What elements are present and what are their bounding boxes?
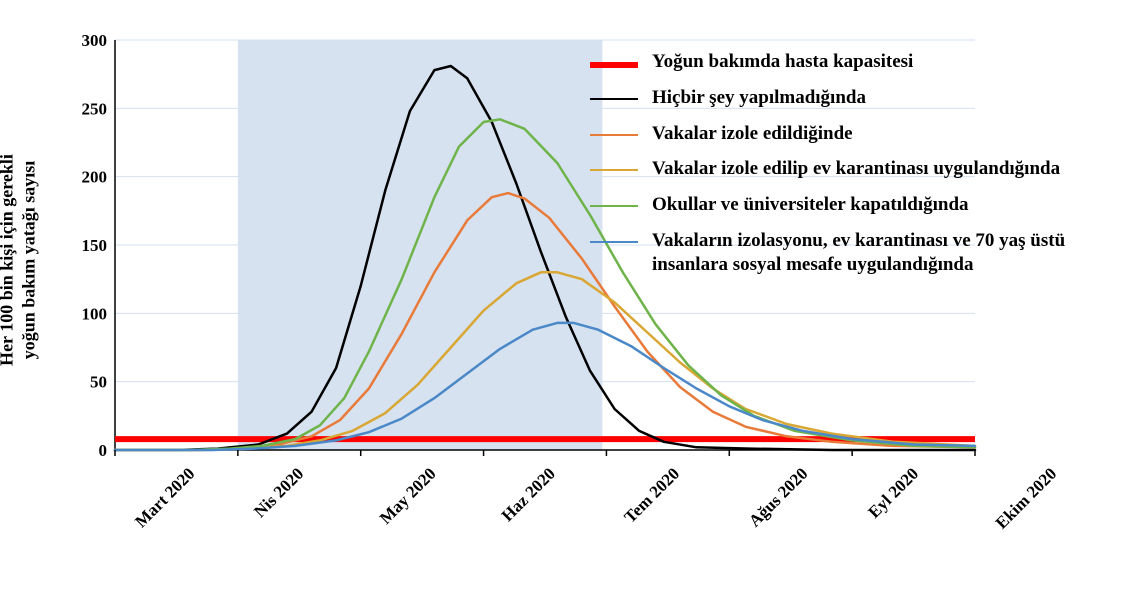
legend-swatch — [590, 98, 638, 100]
legend-item: Vakaların izolasyonu, ev karantinası ve … — [590, 229, 1110, 277]
legend: Yoğun bakımda hasta kapasitesi Hiçbir şey… — [590, 50, 1110, 288]
legend-swatch — [590, 62, 638, 68]
legend-label: Vakalar izole edildiğinde — [652, 122, 853, 146]
y-axis-title: Her 100 bin kişi için gerekliyoğun bakım… — [0, 80, 40, 440]
legend-item: Vakalar izole edilip ev karantinası uygu… — [590, 157, 1110, 181]
legend-label: Hiçbir şey yapılmadığında — [652, 86, 866, 110]
chart-wrap: 0 50 100 150 200 250 300 Her 100 bin kişi için… — [0, 0, 1144, 605]
y-tick-label: 250 — [82, 99, 108, 118]
y-tick-label: 100 — [82, 304, 108, 323]
chart-page: 0 50 100 150 200 250 300 Her 100 bin kişi için… — [0, 0, 1144, 605]
legend-label: Vakalar izole edilip ev karantinası uygu… — [652, 157, 1060, 181]
legend-swatch — [590, 205, 638, 207]
legend-label: Yoğun bakımda hasta kapasitesi — [652, 50, 913, 74]
legend-label: Okullar ve üniversiteler kapatıldığında — [652, 193, 969, 217]
legend-item: Yoğun bakımda hasta kapasitesi — [590, 50, 1110, 74]
y-tick-label: 200 — [82, 168, 108, 187]
legend-item: Vakalar izole edildiğinde — [590, 122, 1110, 146]
legend-swatch — [590, 169, 638, 171]
y-tick-label: 50 — [90, 373, 107, 392]
y-axis-title-line1: Her 100 bin kişi için gerekliyoğun bakım… — [0, 154, 38, 366]
y-tick-label: 150 — [82, 236, 108, 255]
legend-swatch — [590, 241, 638, 243]
y-tick-label: 300 — [82, 31, 108, 50]
y-tick-label: 0 — [99, 441, 108, 460]
legend-item: Okullar ve üniversiteler kapatıldığında — [590, 193, 1110, 217]
legend-item: Hiçbir şey yapılmadığında — [590, 86, 1110, 110]
legend-label: Vakaların izolasyonu, ev karantinası ve … — [652, 229, 1082, 277]
legend-swatch — [590, 134, 638, 136]
